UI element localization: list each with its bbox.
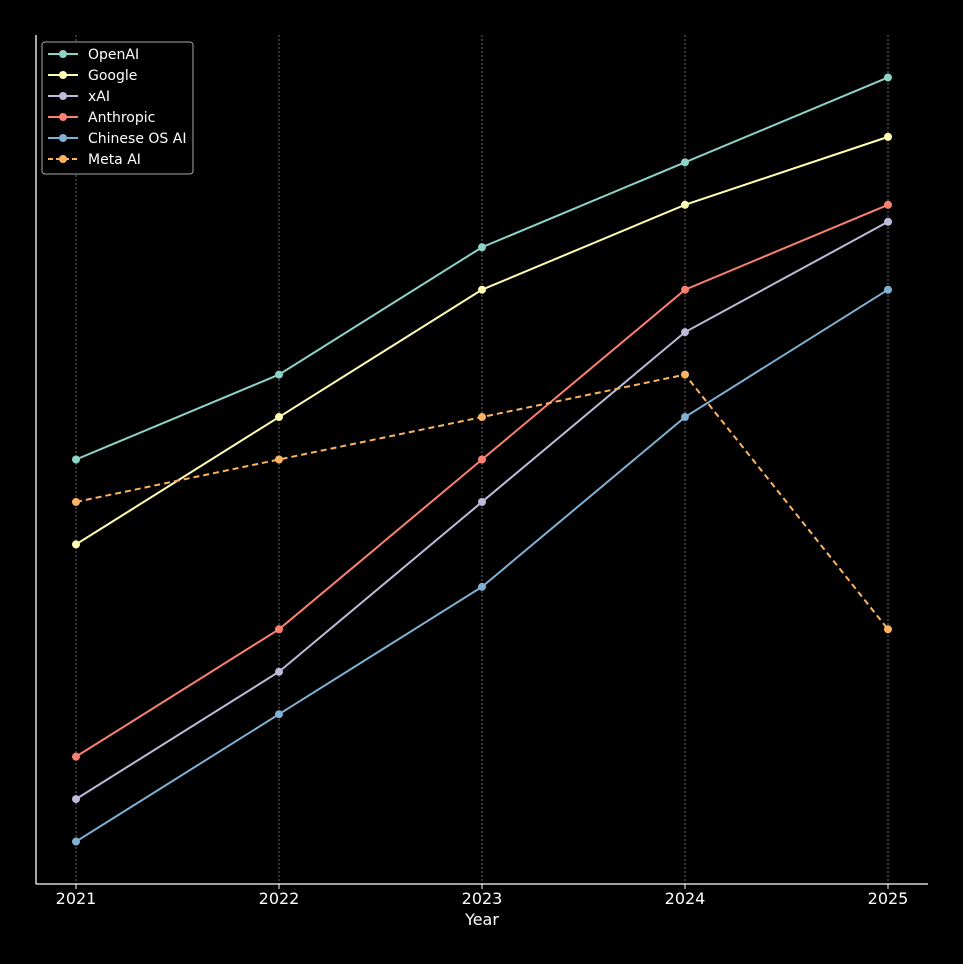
data-point <box>478 582 486 591</box>
data-point <box>884 132 892 141</box>
data-point <box>275 370 283 379</box>
legend-label: Google <box>88 68 137 84</box>
series-chinese-os-ai <box>72 285 892 846</box>
series-xai <box>72 217 892 804</box>
x-ticks: 2021 2022 2023 2024 2025 <box>56 884 909 908</box>
data-point <box>884 217 892 226</box>
series-google <box>72 132 892 549</box>
legend-label: OpenAI <box>88 47 139 63</box>
series-anthropic <box>72 200 892 761</box>
legend: OpenAI Google xAI Anthropic Chinese OS AI Met… <box>41 41 194 175</box>
data-point <box>681 413 689 422</box>
data-point <box>884 625 892 634</box>
legend-label: Chinese OS AI <box>88 131 186 147</box>
data-point <box>681 328 689 337</box>
legend-frame <box>41 41 194 175</box>
legend-label: Meta AI <box>88 152 141 168</box>
x-tick-label: 2025 <box>868 889 909 908</box>
x-tick-label: 2021 <box>56 889 97 908</box>
legend-label: xAI <box>88 89 110 105</box>
legend-marker <box>59 134 67 142</box>
series-openai <box>72 73 892 464</box>
data-point <box>478 243 486 252</box>
data-point <box>275 625 283 634</box>
legend-marker <box>59 50 67 58</box>
data-point <box>681 158 689 167</box>
data-point <box>72 752 80 761</box>
legend-marker <box>59 71 67 79</box>
data-point <box>884 285 892 294</box>
x-tick-label: 2023 <box>462 889 503 908</box>
data-point <box>478 285 486 294</box>
data-point <box>72 497 80 506</box>
data-point <box>72 795 80 804</box>
data-point <box>72 455 80 464</box>
data-point <box>884 73 892 82</box>
data-point <box>275 455 283 464</box>
legend-marker <box>59 92 67 100</box>
data-point <box>478 497 486 506</box>
x-axis-label: Year <box>464 910 499 929</box>
data-point <box>478 413 486 422</box>
x-tick-label: 2024 <box>665 889 706 908</box>
data-point <box>681 285 689 294</box>
x-tick-label: 2022 <box>259 889 300 908</box>
data-point <box>72 837 80 846</box>
series-meta-ai <box>72 370 892 634</box>
legend-marker <box>59 113 67 121</box>
data-point <box>681 370 689 379</box>
data-point <box>478 455 486 464</box>
legend-marker <box>59 155 67 163</box>
data-point <box>884 200 892 209</box>
series-group <box>72 73 892 846</box>
data-point <box>275 413 283 422</box>
data-point <box>681 200 689 209</box>
data-point <box>275 667 283 676</box>
legend-label: Anthropic <box>88 110 155 126</box>
data-point <box>72 540 80 549</box>
data-point <box>275 710 283 719</box>
